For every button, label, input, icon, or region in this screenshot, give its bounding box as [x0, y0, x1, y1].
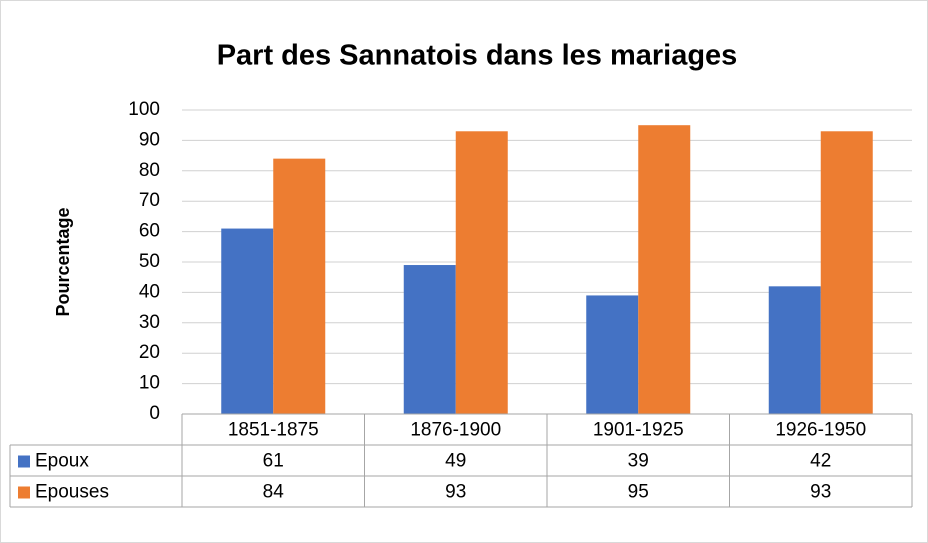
y-tick-label: 80: [139, 160, 160, 181]
y-tick-label: 70: [139, 190, 160, 211]
y-tick-label: 100: [128, 99, 160, 120]
bar: [638, 125, 691, 414]
table-value: 95: [628, 482, 649, 503]
table-value: 61: [263, 451, 284, 472]
legend-key: [18, 455, 30, 468]
y-tick-label: 90: [139, 129, 160, 150]
y-tick-label: 50: [139, 251, 160, 272]
chart-title: Part des Sannatois dans les mariages: [217, 40, 738, 72]
bar: [820, 131, 873, 414]
table-value: 93: [810, 482, 831, 503]
x-tick-label: 1926-1950: [775, 420, 866, 441]
y-tick-label: 20: [139, 342, 160, 363]
y-tick-label: 0: [149, 403, 160, 424]
table-value: 84: [263, 482, 285, 503]
bar: [403, 265, 456, 414]
bar: [221, 228, 274, 414]
bar: [586, 295, 639, 414]
table-value: 93: [445, 482, 466, 503]
table-value: 49: [445, 451, 466, 472]
bar: [455, 131, 508, 414]
y-tick-label: 60: [139, 221, 160, 242]
x-tick-label: 1851-1875: [228, 420, 319, 441]
legend-key: [18, 486, 30, 499]
y-tick-label: 40: [139, 281, 160, 302]
legend-label: Epoux: [35, 451, 89, 472]
x-tick-label: 1901-1925: [593, 420, 684, 441]
legend-label: Epouses: [35, 482, 109, 503]
table-value: 42: [810, 451, 831, 472]
x-tick-label: 1876-1900: [410, 420, 501, 441]
y-axis-label: Pourcentage: [53, 207, 73, 316]
y-tick-label: 10: [139, 373, 160, 394]
table-value: 39: [628, 451, 649, 472]
bar: [273, 158, 326, 414]
y-tick-label: 30: [139, 312, 160, 333]
bar: [768, 286, 821, 414]
